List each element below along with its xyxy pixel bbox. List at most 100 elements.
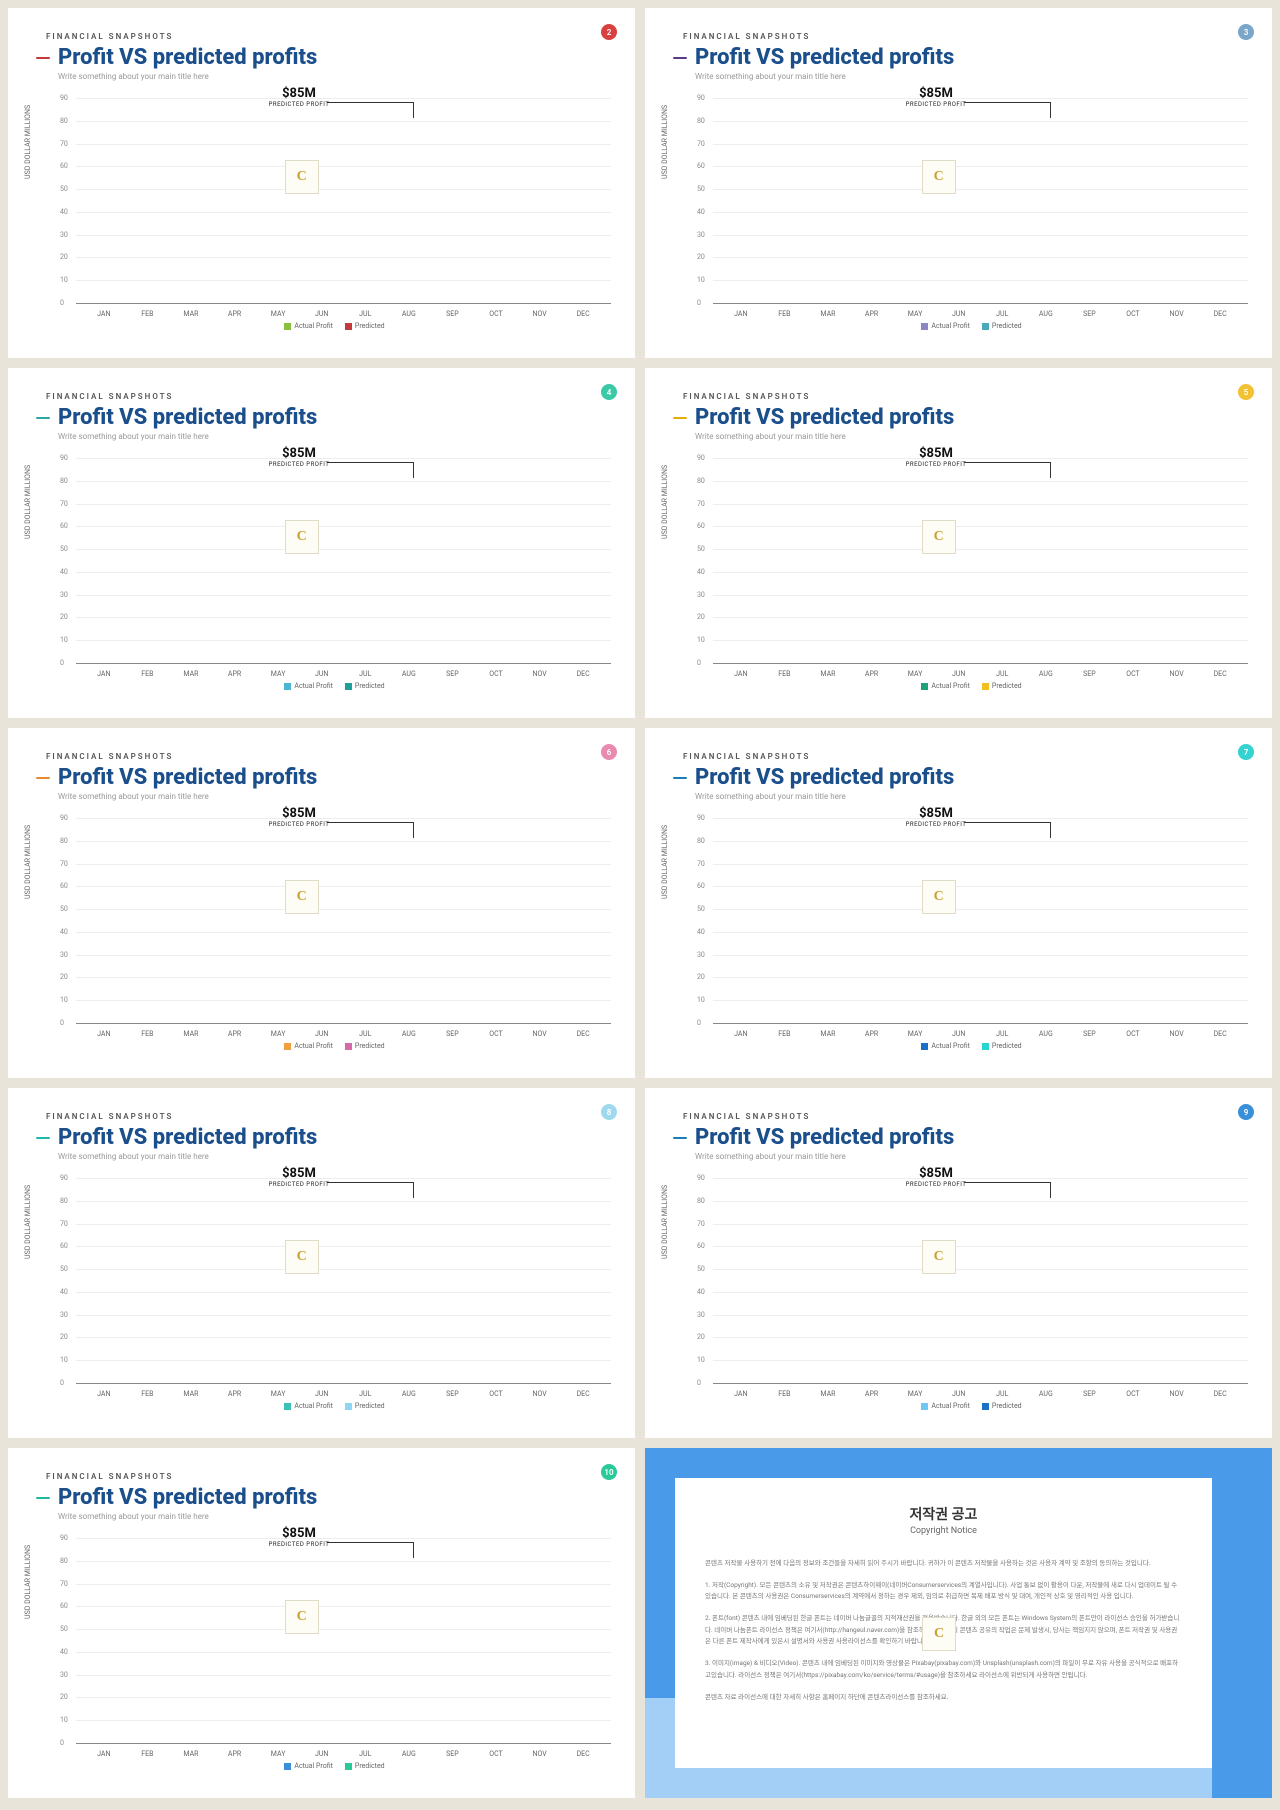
slide-number-badge: 8 bbox=[601, 1104, 617, 1120]
y-tick: 60 bbox=[60, 162, 68, 170]
overline: FINANCIAL SNAPSHOTS bbox=[46, 752, 607, 761]
x-tick: AUG bbox=[387, 670, 431, 678]
annotation-drop bbox=[413, 1182, 414, 1198]
y-tick: 80 bbox=[60, 837, 68, 845]
y-tick: 90 bbox=[697, 454, 705, 462]
x-tick: OCT bbox=[1111, 1030, 1155, 1038]
y-tick: 40 bbox=[697, 1288, 705, 1296]
x-tick: FEB bbox=[126, 1390, 170, 1398]
annotation-line bbox=[327, 462, 413, 463]
y-tick: 70 bbox=[697, 860, 705, 868]
legend-actual: Actual Profit bbox=[284, 322, 333, 330]
x-tick: MAY bbox=[893, 310, 937, 318]
y-tick: 80 bbox=[60, 117, 68, 125]
y-tick: 40 bbox=[697, 928, 705, 936]
chart-area: USD DOLLAR MILLIONS0102030405060708090C$… bbox=[58, 1178, 611, 1406]
chart-title: Profit VS predicted profits bbox=[58, 1485, 317, 1510]
legend-actual: Actual Profit bbox=[921, 1402, 970, 1410]
slide-number-badge: 7 bbox=[1238, 744, 1254, 760]
copyright-paragraph: 콘텐츠 자료 라이선스에 대한 자세히 사항은 홈페이지 하단에 콘텐츠라이선스… bbox=[705, 1692, 1182, 1704]
y-tick: 90 bbox=[697, 814, 705, 822]
x-tick: OCT bbox=[1111, 670, 1155, 678]
bars-container bbox=[76, 458, 611, 663]
chart-slide: 10FINANCIAL SNAPSHOTSProfit VS predicted… bbox=[8, 1448, 635, 1798]
annotation-drop bbox=[413, 102, 414, 118]
y-tick: 20 bbox=[60, 973, 68, 981]
annotation-value: $85M bbox=[906, 806, 967, 821]
swatch-icon bbox=[345, 323, 352, 330]
legend-label: Predicted bbox=[355, 1402, 385, 1410]
legend-actual: Actual Profit bbox=[284, 1402, 333, 1410]
swatch-icon bbox=[982, 1403, 989, 1410]
x-tick: MAY bbox=[893, 1390, 937, 1398]
annotation: $85MPREDICTED PROFIT bbox=[269, 1526, 330, 1548]
chart-area: USD DOLLAR MILLIONS0102030405060708090C$… bbox=[695, 1178, 1248, 1406]
y-tick: 10 bbox=[697, 636, 705, 644]
legend-predicted: Predicted bbox=[982, 682, 1022, 690]
swatch-icon bbox=[921, 683, 928, 690]
legend-label: Actual Profit bbox=[294, 1402, 333, 1410]
x-labels: JANFEBMARAPRMAYJUNJULAUGSEPOCTNOVDEC bbox=[713, 1390, 1248, 1398]
x-tick: JUN bbox=[937, 670, 981, 678]
x-tick: NOV bbox=[1155, 1030, 1199, 1038]
y-tick: 40 bbox=[60, 1648, 68, 1656]
x-tick: SEP bbox=[431, 310, 475, 318]
plot-region: 0102030405060708090C$85MPREDICTED PROFIT bbox=[76, 818, 611, 1024]
copyright-subtitle: Copyright Notice bbox=[705, 1526, 1182, 1536]
y-tick: 50 bbox=[60, 905, 68, 913]
x-tick: DEC bbox=[1198, 670, 1242, 678]
annotation-line bbox=[327, 102, 413, 103]
plot-region: 0102030405060708090C$85MPREDICTED PROFIT bbox=[713, 1178, 1248, 1384]
x-tick: DEC bbox=[561, 1390, 605, 1398]
x-tick: NOV bbox=[518, 1030, 562, 1038]
legend-label: Predicted bbox=[992, 682, 1022, 690]
legend-predicted: Predicted bbox=[345, 1042, 385, 1050]
annotation: $85MPREDICTED PROFIT bbox=[906, 806, 967, 828]
y-tick: 60 bbox=[60, 1602, 68, 1610]
y-tick: 90 bbox=[697, 1174, 705, 1182]
x-tick: AUG bbox=[387, 1030, 431, 1038]
y-tick: 60 bbox=[697, 882, 705, 890]
y-tick: 90 bbox=[60, 1534, 68, 1542]
copyright-paragraph: 3. 이미지(image) & 비디오(Video). 콘텐츠 내에 임베딩된 … bbox=[705, 1658, 1182, 1681]
x-tick: MAR bbox=[169, 670, 213, 678]
bars-container bbox=[713, 1178, 1248, 1383]
x-tick: JUN bbox=[300, 1390, 344, 1398]
swatch-icon bbox=[921, 323, 928, 330]
x-tick: APR bbox=[850, 1390, 894, 1398]
x-tick: JAN bbox=[82, 1030, 126, 1038]
x-tick: FEB bbox=[763, 670, 807, 678]
y-tick: 30 bbox=[60, 231, 68, 239]
plot-region: 0102030405060708090C$85MPREDICTED PROFIT bbox=[76, 1538, 611, 1744]
chart-area: USD DOLLAR MILLIONS0102030405060708090C$… bbox=[58, 818, 611, 1046]
chart-subtitle: Write something about your main title he… bbox=[695, 792, 1244, 801]
x-tick: DEC bbox=[561, 670, 605, 678]
annotation-value: $85M bbox=[906, 1166, 967, 1181]
slide-number-badge: 3 bbox=[1238, 24, 1254, 40]
swatch-icon bbox=[284, 683, 291, 690]
annotation-value: $85M bbox=[269, 1526, 330, 1541]
y-tick: 20 bbox=[697, 1333, 705, 1341]
x-tick: MAR bbox=[169, 1750, 213, 1758]
y-tick: 0 bbox=[60, 659, 64, 667]
y-tick: 80 bbox=[60, 477, 68, 485]
annotation-value: $85M bbox=[906, 446, 967, 461]
annotation: $85MPREDICTED PROFIT bbox=[906, 86, 967, 108]
x-tick: MAY bbox=[256, 1390, 300, 1398]
x-tick: SEP bbox=[431, 1750, 475, 1758]
legend: Actual ProfitPredicted bbox=[58, 322, 611, 330]
y-tick: 80 bbox=[60, 1557, 68, 1565]
x-tick: DEC bbox=[561, 1030, 605, 1038]
annotation-drop bbox=[413, 1542, 414, 1558]
x-tick: JUN bbox=[937, 1390, 981, 1398]
y-tick: 50 bbox=[697, 1265, 705, 1273]
x-tick: FEB bbox=[126, 670, 170, 678]
annotation: $85MPREDICTED PROFIT bbox=[269, 446, 330, 468]
plot-region: 0102030405060708090C$85MPREDICTED PROFIT bbox=[713, 818, 1248, 1024]
legend-label: Actual Profit bbox=[931, 1042, 970, 1050]
legend-label: Actual Profit bbox=[294, 1762, 333, 1770]
legend-label: Predicted bbox=[355, 1042, 385, 1050]
x-tick: MAR bbox=[169, 1030, 213, 1038]
legend-predicted: Predicted bbox=[345, 1762, 385, 1770]
x-tick: OCT bbox=[474, 670, 518, 678]
